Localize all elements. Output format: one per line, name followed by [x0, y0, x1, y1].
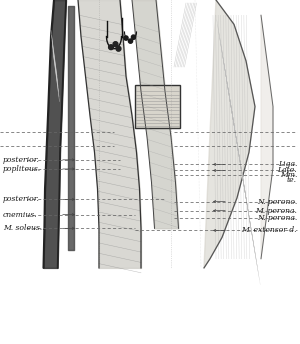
Text: M. extensor d.: M. extensor d. — [242, 226, 297, 235]
Text: N. perono.: N. perono. — [257, 197, 297, 205]
Text: Late.: Late. — [278, 166, 297, 174]
Text: M. soleus..: M. soleus.. — [3, 224, 44, 232]
Text: popliteus.: popliteus. — [3, 165, 41, 173]
Polygon shape — [204, 0, 255, 268]
Text: te.: te. — [287, 176, 297, 184]
Text: cnemius.: cnemius. — [3, 211, 38, 219]
Text: alamy - RE3TN8: alamy - RE3TN8 — [100, 318, 200, 331]
Text: Liga.: Liga. — [278, 160, 297, 169]
Polygon shape — [261, 15, 273, 259]
Circle shape — [124, 36, 128, 40]
Text: N. perona.: N. perona. — [257, 214, 297, 222]
Circle shape — [128, 39, 133, 43]
Text: M. perona.: M. perona. — [255, 207, 297, 215]
Circle shape — [109, 45, 113, 50]
Circle shape — [131, 35, 136, 39]
Polygon shape — [135, 85, 180, 128]
Text: posterior.: posterior. — [3, 195, 40, 203]
Text: Mm.: Mm. — [280, 171, 297, 179]
Text: posterior.: posterior. — [3, 156, 40, 164]
Circle shape — [116, 46, 121, 51]
Circle shape — [113, 42, 118, 46]
